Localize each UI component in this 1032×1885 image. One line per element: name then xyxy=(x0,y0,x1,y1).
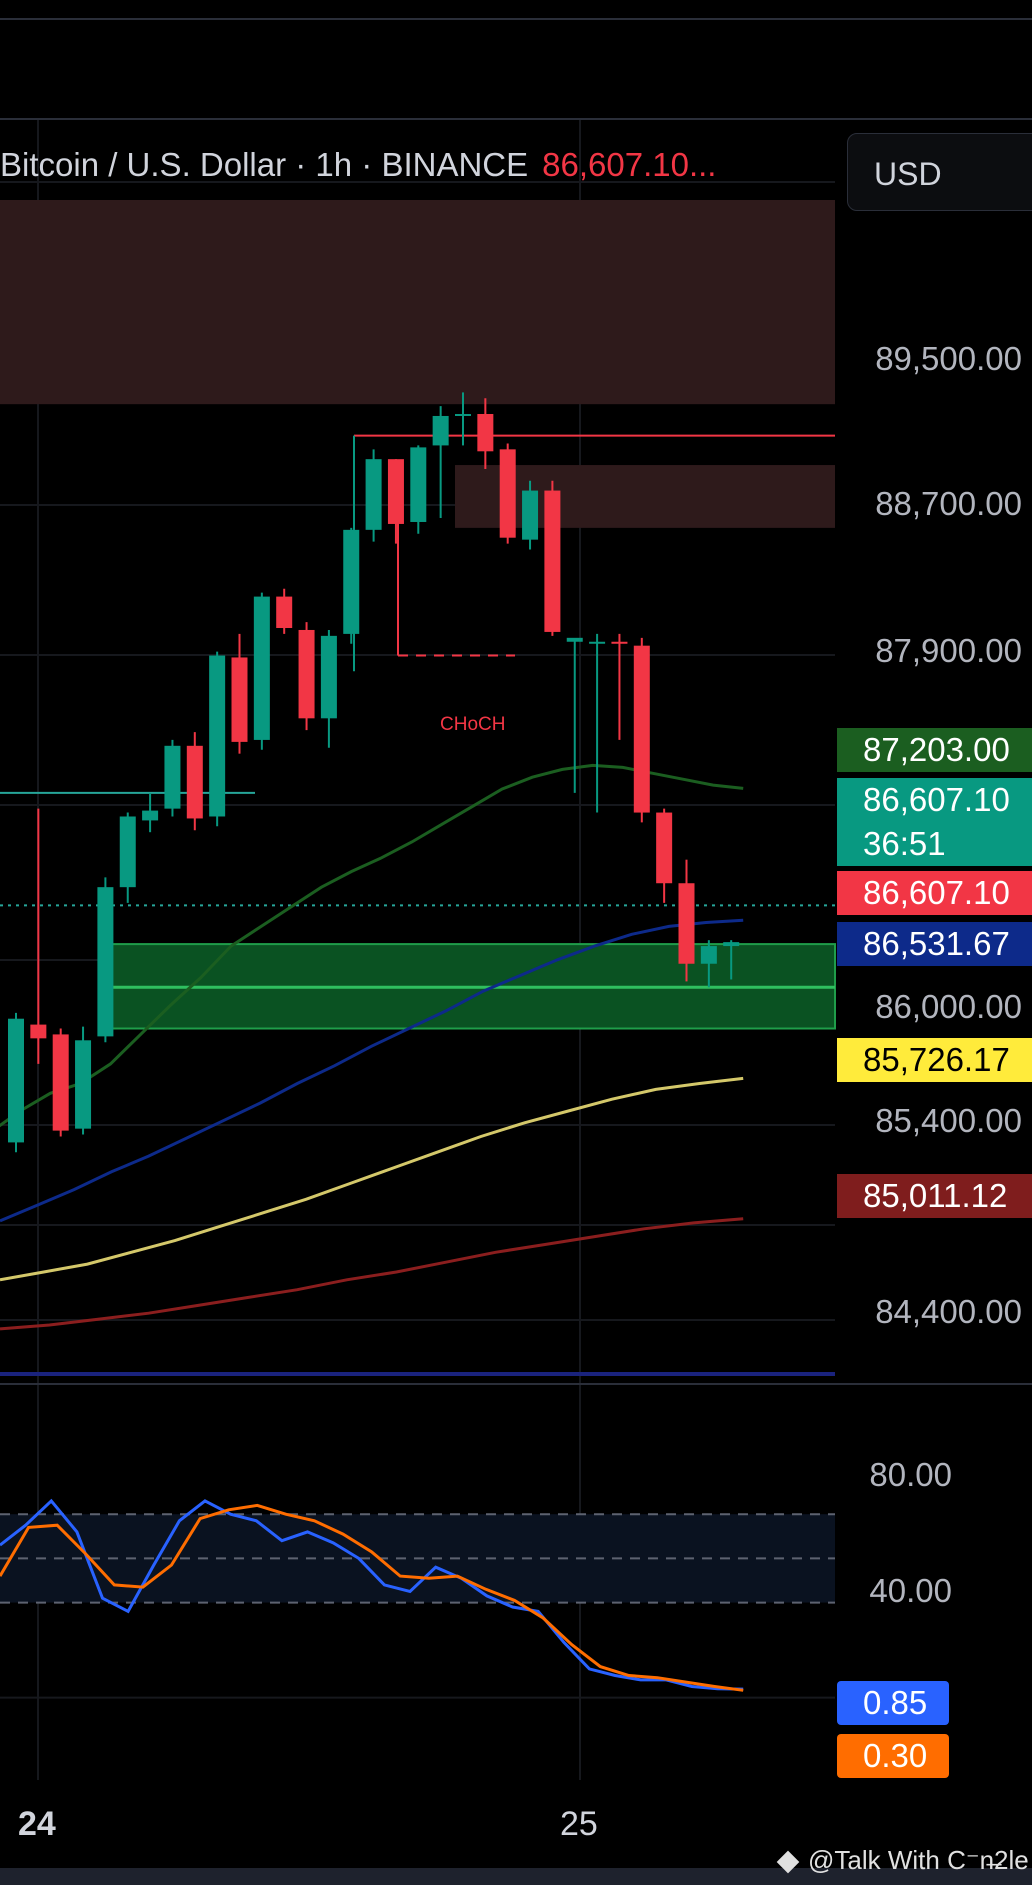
candle-body xyxy=(253,596,270,740)
candle-body xyxy=(30,1024,47,1039)
candles-layer xyxy=(8,392,740,1153)
candle-body xyxy=(499,449,516,538)
candle-body xyxy=(75,1040,92,1129)
candle-body xyxy=(8,1018,24,1143)
last-price-label: 86,607.10 36:51 xyxy=(837,778,1032,866)
candle-body xyxy=(410,447,427,522)
bottom-bar xyxy=(0,1868,1032,1885)
osc-line-k xyxy=(0,1498,744,1691)
candle-body xyxy=(119,816,136,888)
ema-long-price-label: 85,011.12 xyxy=(837,1174,1032,1218)
candle-body xyxy=(432,415,449,446)
price-tick: 88,700.00 xyxy=(875,485,1022,522)
osc-k-label: 0.85 xyxy=(837,1681,949,1725)
symbol-text: Bitcoin / U.S. Dollar · 1h · BINANCE xyxy=(0,146,529,183)
candle-body xyxy=(142,810,159,821)
zones-layer xyxy=(0,200,836,1030)
candle-body xyxy=(633,645,650,813)
currency-button[interactable]: USD xyxy=(847,133,1032,211)
candle-body xyxy=(656,812,673,884)
candle-body xyxy=(544,490,561,632)
candle-body xyxy=(589,641,606,644)
last-price-red-label: 86,607.10 xyxy=(837,871,1032,915)
ema-line-2 xyxy=(0,918,744,1223)
osc-line-d xyxy=(0,1503,744,1692)
price-tick: 87,900.00 xyxy=(875,632,1022,669)
osc-d-label: 0.30 xyxy=(837,1734,949,1778)
candle-body xyxy=(186,745,203,819)
ema-line-4 xyxy=(0,1217,744,1331)
candle-body xyxy=(97,887,114,1037)
candle-body xyxy=(298,629,315,719)
candle-body xyxy=(320,635,337,719)
ema-fast-price-label: 87,203.00 xyxy=(837,728,1032,772)
supply-zone-lower xyxy=(455,465,835,528)
toolbar-separator xyxy=(0,118,1032,120)
price-tick: 84,400.00 xyxy=(875,1293,1022,1330)
candle-body xyxy=(387,459,404,524)
last-price-value: 86,607.10 xyxy=(863,781,1010,818)
watermark-text: @Talk With C⁻n̶2le xyxy=(808,1845,1029,1875)
candle-body xyxy=(343,529,360,634)
oscillator-layer xyxy=(0,1498,835,1699)
ema-mid-price-label: 86,531.67 xyxy=(837,922,1032,966)
header-last-price: 86,607.10... xyxy=(542,146,717,183)
candle-body xyxy=(365,459,382,530)
bottom-ma-band xyxy=(0,1372,835,1376)
candle-body xyxy=(700,946,717,964)
candle-body xyxy=(477,414,494,452)
candle-body xyxy=(276,596,293,629)
ema-line-1 xyxy=(0,763,744,1128)
price-tick: 89,500.00 xyxy=(875,340,1022,377)
top-separator xyxy=(0,18,1032,20)
candle-body xyxy=(52,1034,69,1131)
candle-body xyxy=(522,490,539,540)
osc-tick: 40.00 xyxy=(869,1572,952,1609)
candle-body xyxy=(678,883,695,964)
candle-body xyxy=(209,655,226,817)
candle-body xyxy=(566,637,583,642)
ema-slow-price-label: 85,726.17 xyxy=(837,1038,1032,1082)
time-tick-day1: 24 xyxy=(18,1805,56,1843)
candle-body xyxy=(723,942,740,947)
price-tick: 85,400.00 xyxy=(875,1102,1022,1139)
diamond-icon xyxy=(776,1850,800,1874)
ema-layer xyxy=(0,763,744,1331)
watermark: @Talk With C⁻n̶2le xyxy=(776,1845,1029,1876)
candle-body xyxy=(164,745,181,809)
price-tick: 86,000.00 xyxy=(875,988,1022,1025)
choch-label: CHoCH xyxy=(440,714,505,735)
chart-title: Bitcoin / U.S. Dollar · 1h · BINANCE 86,6… xyxy=(0,146,716,184)
bar-countdown: 36:51 xyxy=(863,825,946,862)
candle-body xyxy=(231,657,248,742)
pane-separator xyxy=(0,1383,1032,1385)
ema-line-3 xyxy=(0,1076,744,1282)
supply-zone-upper xyxy=(0,200,835,405)
candle-body xyxy=(611,641,628,644)
osc-tick: 80.00 xyxy=(869,1456,952,1493)
candle-body xyxy=(455,414,471,417)
time-tick-day2: 25 xyxy=(560,1805,598,1843)
